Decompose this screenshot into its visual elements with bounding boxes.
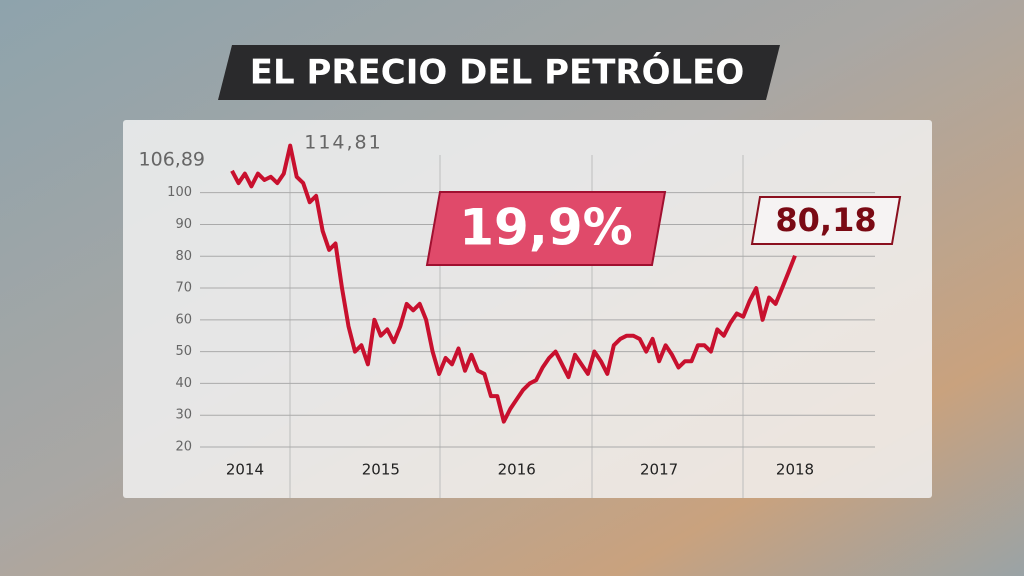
panel: [123, 120, 932, 498]
price-line: [230, 143, 797, 424]
plot: 2014 2015 2016 2017 2018: [226, 143, 814, 479]
value-label: 106,89: [139, 149, 205, 171]
y-tick-label: 50: [175, 344, 192, 359]
x-tick-label: 2015: [362, 461, 400, 479]
y-tick-label: 40: [175, 376, 192, 391]
x-tick-label: 2016: [498, 461, 536, 479]
highlight-badge: [425, 191, 667, 266]
x-tick-label: 2017: [640, 461, 678, 479]
y-tick-label: 70: [175, 281, 192, 296]
y-tick-label: 100: [167, 185, 192, 200]
chart-title: EL PRECIO DEL PETRÓLEO: [250, 52, 745, 93]
title-banner: [218, 45, 780, 100]
value-label: 80,18: [775, 201, 876, 239]
y-tick-label: 30: [175, 408, 192, 423]
y-tick-label: 80: [175, 249, 192, 264]
grid: 20 30 40 50 60 70 80 90 100: [167, 185, 875, 455]
last-value-badge: [750, 196, 902, 245]
highlight: 19,9%: [459, 199, 632, 257]
value-label: 114,81: [304, 132, 382, 154]
y-tick-label: 20: [175, 440, 192, 455]
y-tick-label: 60: [175, 312, 192, 327]
y-tick-label: 90: [175, 217, 192, 232]
x-tick-label: 2018: [776, 461, 814, 479]
x-tick-label: 2014: [226, 461, 264, 479]
